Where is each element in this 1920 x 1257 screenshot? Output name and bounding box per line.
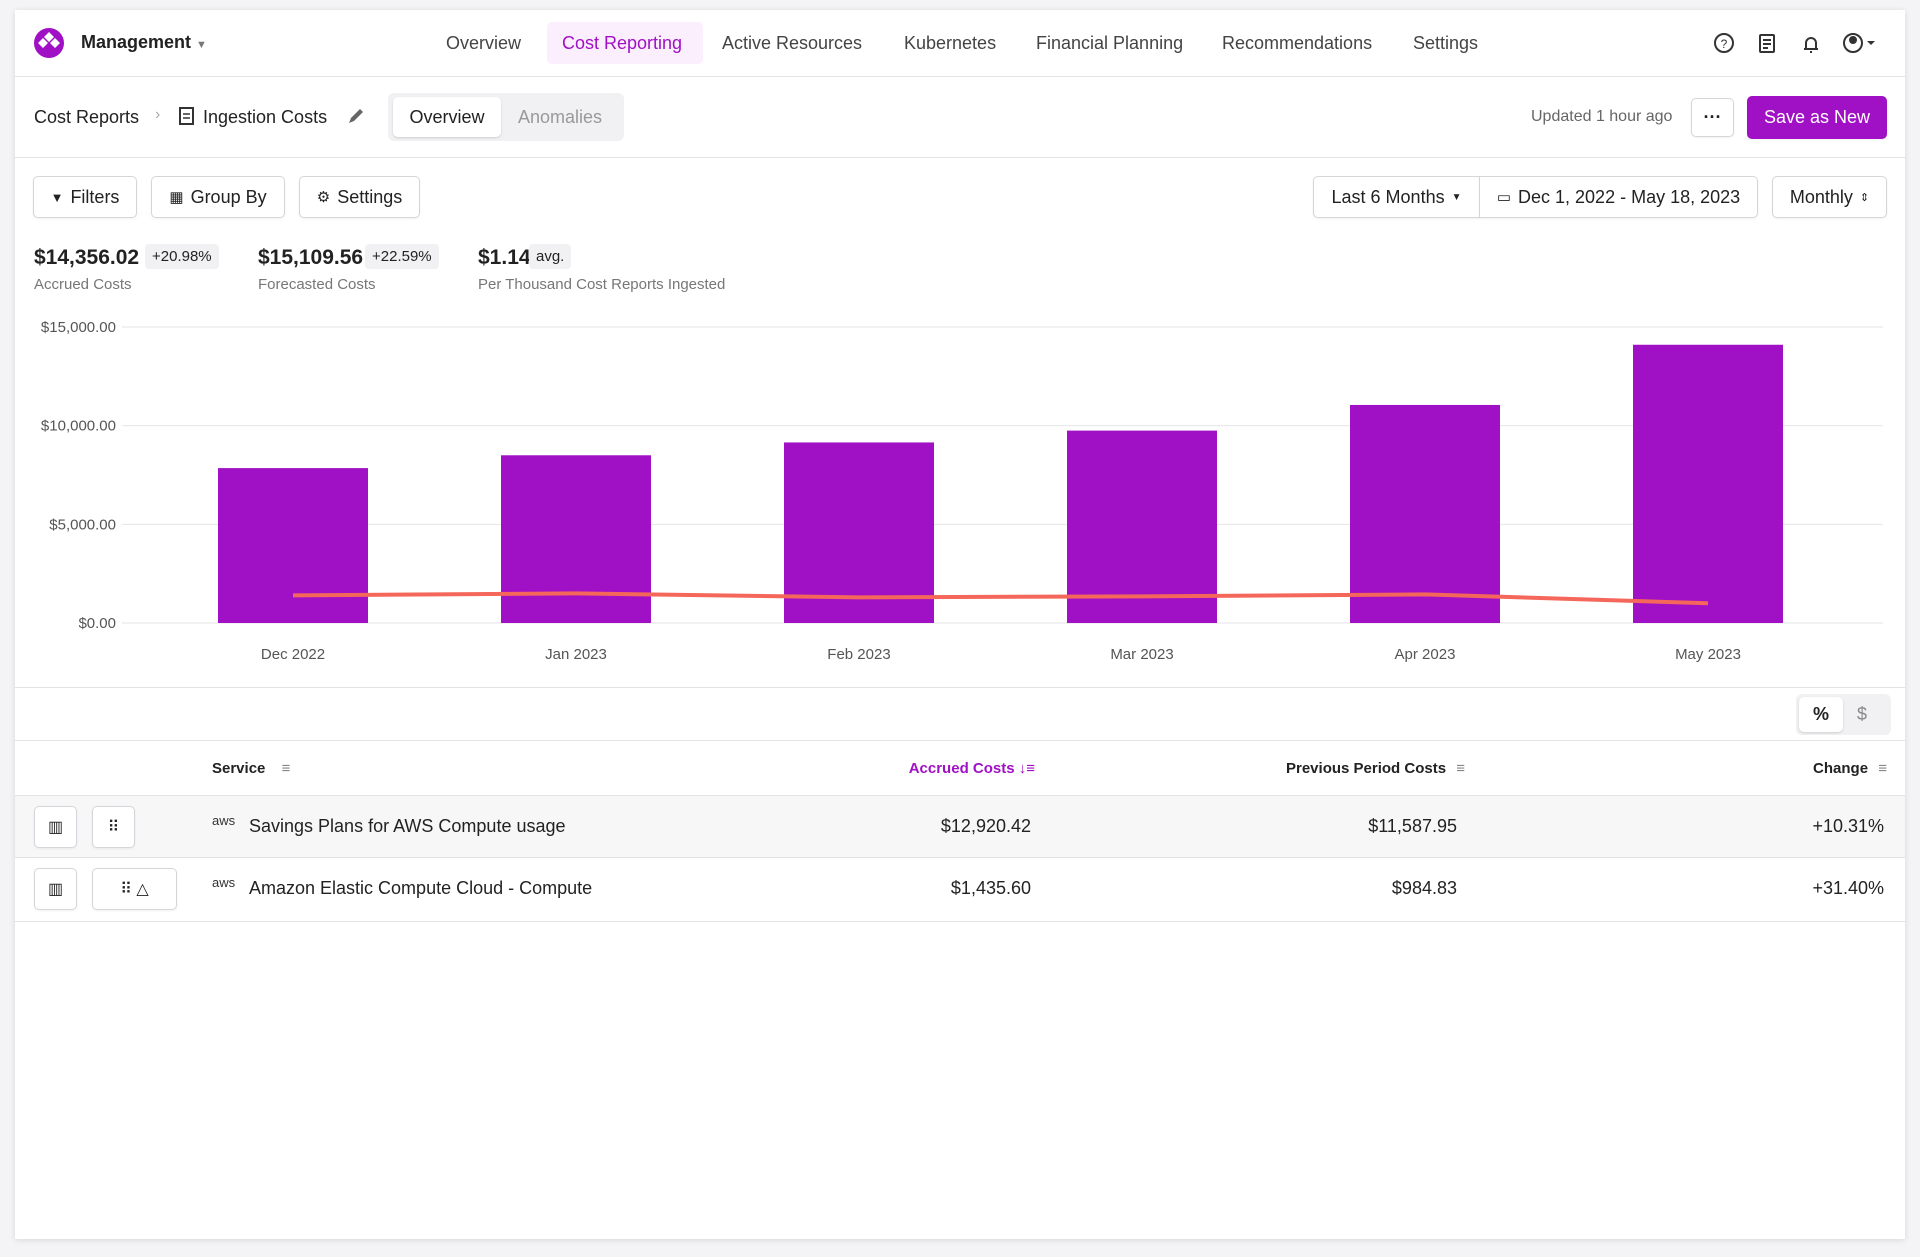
divider — [15, 795, 1905, 796]
label: Filters — [70, 186, 120, 207]
group-by-button[interactable]: ▦ Group By — [151, 176, 285, 218]
nav-item[interactable]: Settings — [1413, 33, 1479, 53]
label: Last 6 Months — [1331, 186, 1445, 207]
column-header[interactable]: Previous Period Costs ≡ — [1286, 760, 1465, 777]
accrued-cost: $1,435.60 — [950, 878, 1031, 898]
bar — [1350, 404, 1500, 623]
divider — [15, 76, 1905, 77]
y-tick-label: $15,000.00 — [41, 319, 116, 336]
service-logo: aws — [212, 875, 236, 890]
divider — [15, 687, 1905, 688]
x-tick-label: Dec 2022 — [261, 646, 325, 663]
stat-value: $1.14 — [478, 246, 531, 269]
filters-button[interactable]: ▼ Filters — [33, 176, 137, 218]
grid-button[interactable]: ⠿ — [92, 806, 135, 848]
bar — [784, 442, 934, 623]
row-bg — [15, 796, 1905, 857]
label: Change — [1813, 760, 1869, 777]
nav-highlight — [547, 22, 703, 64]
column-header[interactable]: Service ≡ — [212, 760, 291, 777]
divider — [15, 921, 1905, 922]
label: Previous Period Costs — [1286, 760, 1447, 777]
chevron: › — [155, 106, 161, 123]
save-button[interactable]: Save as New — [1747, 96, 1887, 139]
column-header[interactable]: Change ≡ — [1813, 760, 1887, 777]
chart-button[interactable]: ▥ — [34, 806, 77, 848]
stat-value: $15,109.56 — [258, 246, 364, 269]
service-name: Savings Plans for AWS Compute usage — [249, 816, 566, 836]
stat-label: Accrued Costs — [34, 276, 132, 293]
nav-item[interactable]: Active Resources — [722, 33, 863, 53]
divider — [15, 157, 1905, 158]
grid-button[interactable]: ⠿ △ — [92, 868, 177, 910]
y-tick-label: $10,000.00 — [41, 418, 116, 435]
settings-button[interactable]: ⚙ Settings — [299, 176, 420, 218]
org-name: Management — [81, 32, 192, 52]
divider — [15, 857, 1905, 858]
stat-label: Per Thousand Cost Reports Ingested — [478, 276, 726, 293]
previous-cost: $984.83 — [1391, 878, 1457, 898]
nav-item[interactable]: Overview — [446, 33, 522, 53]
change: +31.40% — [1812, 878, 1884, 898]
change: +10.31% — [1812, 816, 1884, 836]
stat-value: $14,356.02 — [34, 246, 140, 269]
label: Accrued Costs — [908, 760, 1015, 777]
updated-text: Updated 1 hour ago — [1531, 108, 1673, 125]
divider — [15, 740, 1905, 741]
logo — [34, 28, 64, 58]
service-logo: aws — [212, 813, 236, 828]
chart: $0.00 $5,000.00 $10,000.00 $15,000.00 Dec 20… — [41, 319, 1883, 663]
nav-item[interactable]: Cost Reporting — [562, 33, 683, 53]
toggle-option[interactable]: % — [1799, 697, 1843, 732]
nav-item[interactable]: Kubernetes — [904, 33, 997, 53]
edit-icon[interactable] — [347, 107, 365, 125]
column-header[interactable]: Accrued Costs ↓≡ — [908, 760, 1035, 777]
previous-cost: $11,587.95 — [1368, 816, 1457, 836]
stat-badge: +22.59% — [365, 244, 439, 269]
service-name: Amazon Elastic Compute Cloud - Compute — [249, 878, 593, 898]
bar — [1067, 430, 1217, 623]
stat-badge: +20.98% — [145, 244, 219, 269]
x-tick-label: Jan 2023 — [545, 646, 607, 663]
x-tick-label: Feb 2023 — [827, 646, 890, 663]
more-button[interactable]: ··· — [1691, 98, 1734, 137]
nav-item[interactable]: Financial Planning — [1036, 33, 1184, 53]
toggle-option[interactable]: $ — [1857, 704, 1868, 724]
interval-button[interactable]: Monthly ⇕ — [1772, 176, 1887, 218]
report-title: Ingestion Costs — [203, 107, 328, 127]
nav-item[interactable]: Recommendations — [1222, 33, 1373, 53]
svg-text:?: ? — [1721, 37, 1728, 51]
bar — [1633, 344, 1783, 623]
label: Service — [212, 760, 266, 777]
accrued-cost: $12,920.42 — [940, 816, 1031, 836]
label: Dec 1, 2022 - May 18, 2023 — [1518, 186, 1741, 207]
label: Monthly — [1789, 186, 1853, 207]
x-tick-label: Mar 2023 — [1110, 646, 1173, 663]
bar — [501, 455, 651, 623]
date-button[interactable]: ▭ Dec 1, 2022 - May 18, 2023 — [1479, 176, 1758, 218]
y-tick-label: $5,000.00 — [49, 516, 116, 533]
chart-button[interactable]: ▥ — [34, 868, 77, 910]
range-button[interactable]: Last 6 Months ▼ — [1313, 176, 1480, 218]
x-tick-label: Apr 2023 — [1395, 646, 1456, 663]
tab[interactable]: Overview — [393, 97, 501, 137]
nav-icons[interactable]: ? — [1712, 31, 1882, 55]
label: Settings — [337, 186, 403, 207]
stat-label: Forecasted Costs — [258, 276, 376, 293]
x-tick-label: May 2023 — [1675, 646, 1741, 663]
label: Group By — [190, 186, 267, 207]
doc-icon — [179, 107, 194, 125]
line — [292, 591, 1709, 606]
y-tick-label: $0.00 — [78, 615, 116, 632]
tab[interactable]: Anomalies — [518, 107, 603, 127]
bar — [218, 468, 368, 623]
org-menu[interactable]: Management ▼ — [81, 32, 207, 52]
breadcrumb[interactable]: Cost Reports — [34, 107, 140, 127]
stat-badge: avg. — [529, 244, 572, 269]
